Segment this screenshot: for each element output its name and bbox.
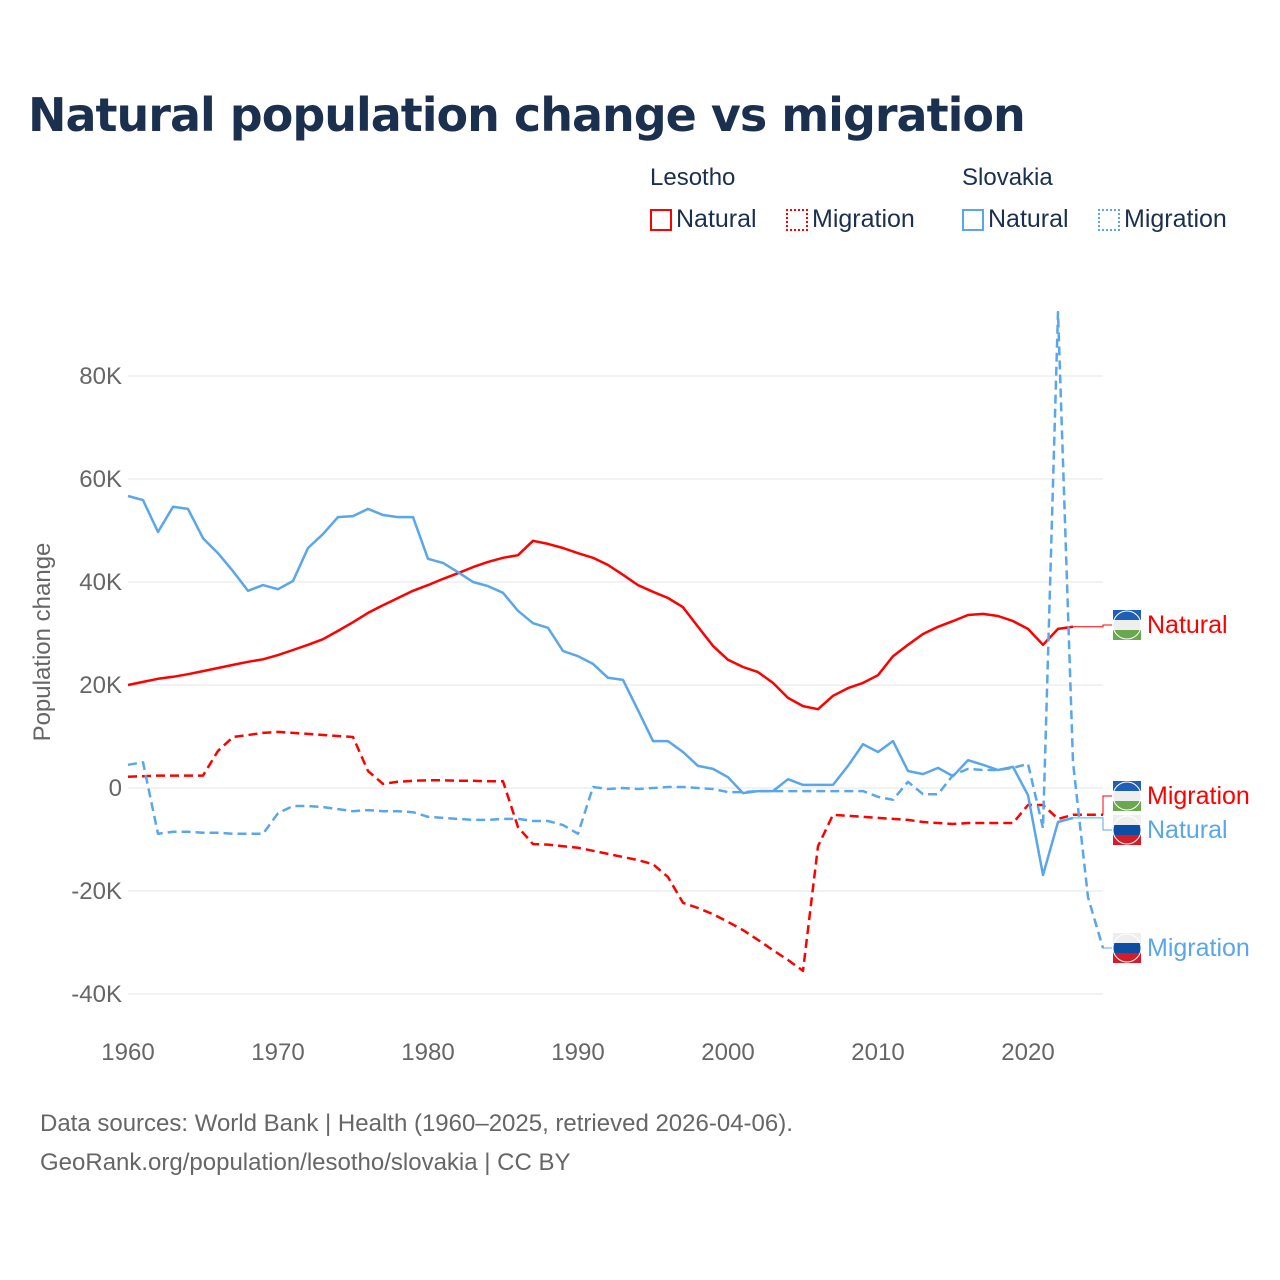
label-connector [1102,795,1112,815]
flag-band [1113,943,1141,953]
x-tick-label: 2020 [1001,1039,1054,1066]
series-line-lesotho-migration [127,730,1103,973]
flag-band [1113,630,1141,640]
flag-band [1113,791,1141,801]
legend-label: Natural [988,205,1069,233]
flag-icon [1112,815,1142,845]
y-tick-label: 0 [109,775,122,802]
x-tick-label: 1980 [401,1039,454,1066]
legend-slovakia-natural[interactable]: Natural [962,205,1069,234]
x-tick-label: 1990 [551,1039,604,1066]
flag-band [1113,953,1141,963]
flag-outline [1112,610,1142,640]
chart-title: Natural population change vs migration [28,88,1026,142]
label-connector [1073,624,1112,628]
series-line-slovakia-migration [127,310,1105,949]
y-tick-label: 60K [79,466,122,493]
flag-outline [1112,781,1142,811]
legend-label: Migration [1124,205,1227,233]
flag-band [1113,835,1141,845]
flag-band [1113,620,1141,630]
dotted-swatch-icon [1098,208,1120,231]
x-tick-label: 1970 [251,1039,304,1066]
dotted-swatch-icon [786,208,808,231]
flag-band [1113,815,1141,825]
legend-group-slovakia: Slovakia [962,164,1053,191]
legend-lesotho-migration[interactable]: Migration [786,205,915,234]
flag-band [1113,801,1141,811]
solid-swatch-icon [650,208,672,231]
y-tick-label: -20K [71,878,122,905]
label-connector [1073,817,1112,831]
solid-swatch-icon [962,208,984,231]
x-tick-label: 2000 [701,1039,754,1066]
y-tick-label: -40K [71,981,122,1008]
flag-band [1113,781,1141,791]
flag-icon [1112,610,1142,640]
series-end-label: Migration [1147,782,1250,810]
flag-outline [1112,933,1142,963]
x-tick-label: 1960 [101,1039,154,1066]
y-tick-label: 20K [79,672,122,699]
series-line-slovakia-natural [127,494,1074,877]
y-tick-label: 80K [79,363,122,390]
legend-lesotho-natural[interactable]: Natural [650,205,757,234]
series-end-label: Migration [1147,934,1250,962]
footer-link[interactable]: GeoRank.org/population/lesotho/slovakia … [40,1149,571,1176]
flag-band [1113,933,1141,943]
y-axis-label: Population change [29,543,56,742]
series-line-lesotho-natural [127,539,1074,711]
legend-label: Migration [812,205,915,233]
series-end-label: Natural [1147,611,1228,639]
legend-label: Natural [676,205,757,233]
series-end-label: Natural [1147,816,1228,844]
y-tick-label: 40K [79,569,122,596]
flag-icon [1112,781,1142,811]
flag-icon [1112,933,1142,963]
footer-sources: Data sources: World Bank | Health (1960–… [40,1110,793,1137]
flag-band [1113,610,1141,620]
legend-slovakia-migration[interactable]: Migration [1098,205,1227,234]
x-tick-label: 2010 [851,1039,904,1066]
flag-outline [1112,815,1142,845]
legend-group-lesotho: Lesotho [650,164,736,191]
flag-band [1113,825,1141,835]
